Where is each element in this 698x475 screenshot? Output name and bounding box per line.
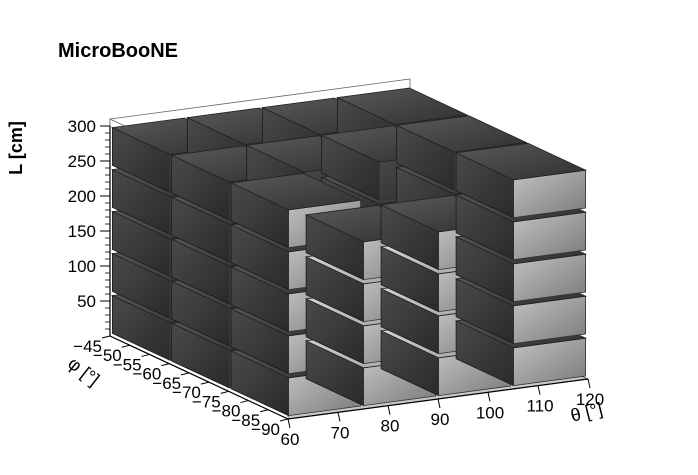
phi-tick-label: −85 — [231, 411, 260, 430]
theta-tick — [487, 392, 491, 402]
lego-box-top — [229, 172, 363, 211]
theta-tick — [287, 418, 291, 429]
phi-tick-label: −90 — [251, 420, 280, 439]
theta-tick-label: 80 — [381, 417, 400, 436]
phi-tick — [161, 363, 170, 367]
axes: 50100150200250300−45−50−55−60−65−70−75−8… — [68, 117, 605, 449]
theta-tick — [337, 412, 341, 422]
phi-tick — [101, 335, 111, 339]
z-tick-label: 200 — [68, 187, 96, 206]
phi-tick-label: −50 — [93, 346, 122, 365]
phi-tick — [279, 418, 289, 422]
z-tick-label: 50 — [77, 292, 96, 311]
lego-bars — [110, 87, 588, 417]
theta-tick-label: 100 — [476, 403, 504, 422]
phi-tick — [260, 409, 269, 413]
z-tick-label: 300 — [68, 117, 96, 136]
phi-tick-label: −80 — [212, 402, 241, 421]
phi-tick — [141, 353, 150, 357]
phi-tick — [200, 381, 210, 385]
phi-tick-label: −65 — [152, 374, 181, 393]
phi-axis-line — [109, 335, 289, 420]
theta-tick-label: 60 — [281, 430, 300, 449]
phi-tick — [240, 400, 249, 404]
theta-axis-label: θ [°] — [568, 399, 604, 426]
theta-tick — [537, 385, 541, 395]
phi-tick-label: −60 — [132, 365, 161, 384]
theta-tick — [437, 398, 441, 409]
theta-tick-label: 90 — [431, 410, 450, 429]
lego-box-top — [454, 142, 588, 181]
z-tick-label: 250 — [68, 152, 96, 171]
z-tick-label: 150 — [68, 222, 96, 241]
phi-tick-label: −75 — [192, 392, 221, 411]
phi-tick-label: −55 — [113, 355, 142, 374]
phi-tick-label: −70 — [172, 383, 201, 402]
z-axis-label: L [cm] — [6, 121, 26, 175]
z-tick-label: 100 — [68, 257, 96, 276]
theta-tick-label: 110 — [526, 397, 553, 416]
phi-tick — [180, 372, 190, 376]
phi-tick — [121, 344, 130, 348]
theta-tick — [387, 405, 391, 415]
experiment-label: MicroBooNE — [58, 40, 178, 62]
phi-tick-label: −45 — [73, 337, 102, 356]
lego-box-top — [395, 115, 528, 153]
theta-tick-label: 70 — [331, 423, 350, 442]
theta-tick — [587, 378, 591, 389]
phi-tick — [220, 390, 229, 394]
lego-box-top — [335, 87, 469, 125]
theta-tick-label: 120 — [576, 390, 604, 409]
